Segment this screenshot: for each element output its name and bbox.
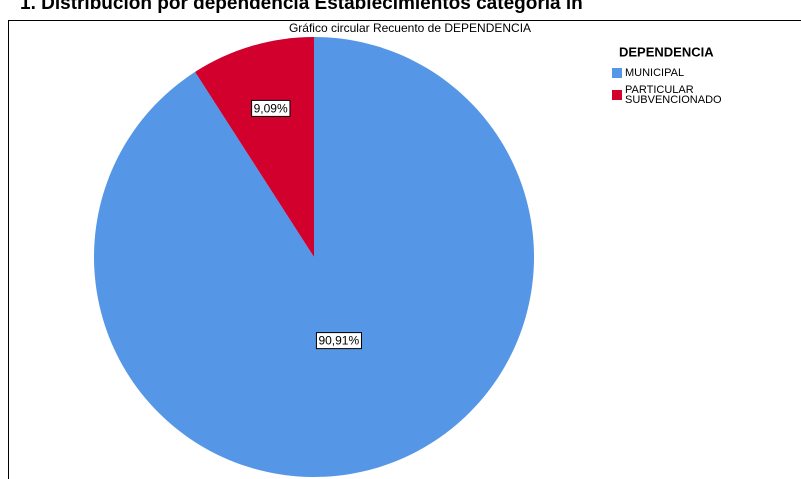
data-label-box <box>315 332 362 350</box>
data-label-box <box>251 99 291 117</box>
data-label: 9,09% <box>251 99 291 117</box>
data-label-text: 90,91% <box>318 334 359 348</box>
data-label-text: 9,09% <box>254 101 288 115</box>
pie-slice <box>195 37 314 257</box>
legend-title: DEPENDENCIA <box>619 44 714 59</box>
legend-swatch <box>612 90 622 100</box>
legend-label: PARTICULAR SUBVENCIONADO <box>625 84 722 106</box>
chart-subtitle: Gráfico circular Recuento de DEPENDENCIA <box>289 21 531 35</box>
pie-slice <box>94 37 535 477</box>
legend-label: MUNICIPAL <box>625 67 684 79</box>
legend-swatch <box>612 68 622 78</box>
data-label: 90,91% <box>315 332 362 350</box>
chart-title: 1. Distribución por dependencia Establec… <box>20 0 583 14</box>
